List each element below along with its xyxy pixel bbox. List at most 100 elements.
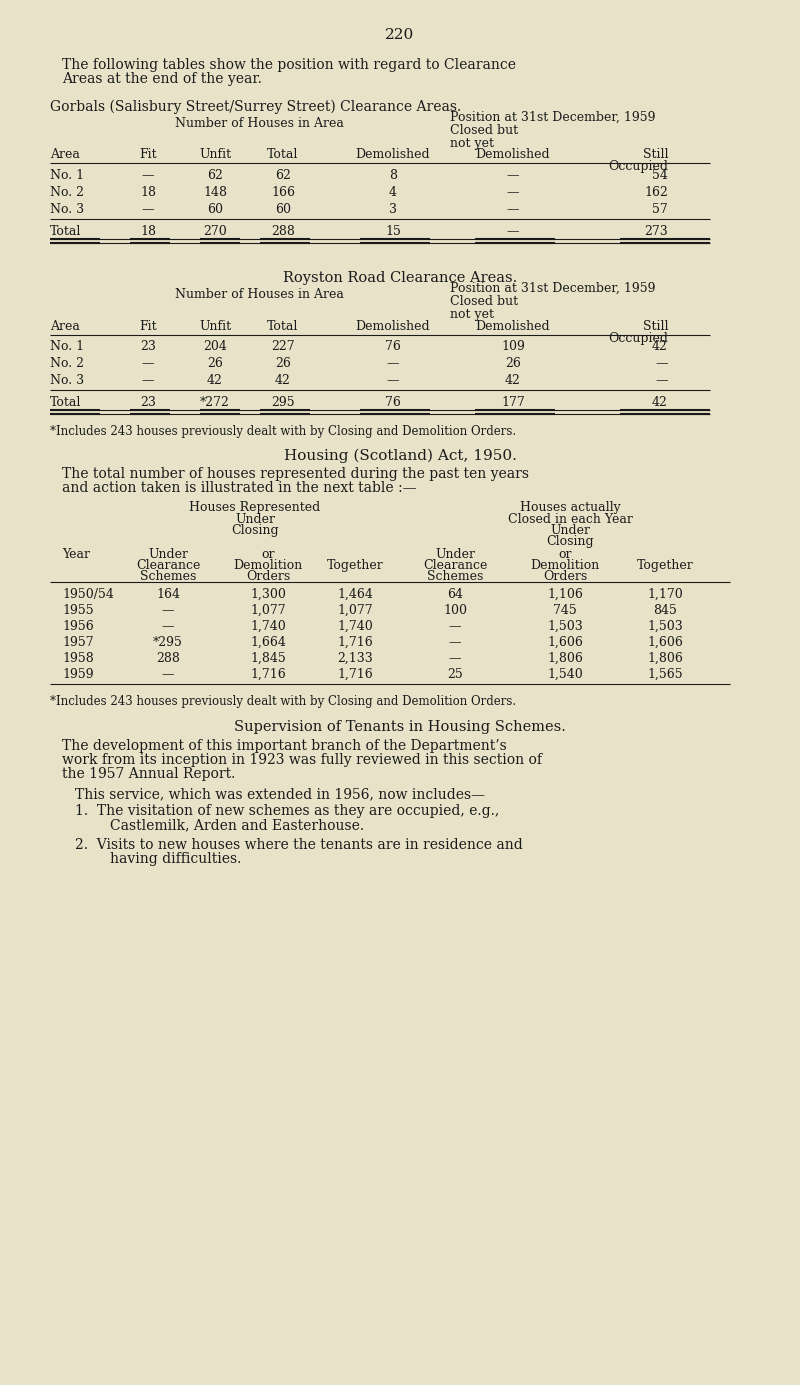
- Text: 1,106: 1,106: [547, 589, 583, 601]
- Text: 1950/54: 1950/54: [62, 589, 114, 601]
- Text: 1.  The visitation of new schemes as they are occupied, e.g.,: 1. The visitation of new schemes as they…: [75, 805, 499, 819]
- Text: 2,133: 2,133: [337, 652, 373, 665]
- Text: 18: 18: [140, 224, 156, 238]
- Text: 100: 100: [443, 604, 467, 616]
- Text: 1,806: 1,806: [547, 652, 583, 665]
- Text: 1,077: 1,077: [337, 604, 373, 616]
- Text: 23: 23: [140, 339, 156, 353]
- Text: and action taken is illustrated in the next table :—: and action taken is illustrated in the n…: [62, 481, 417, 494]
- Text: —: —: [655, 374, 668, 386]
- Text: 1,606: 1,606: [547, 636, 583, 650]
- Text: The following tables show the position with regard to Clearance: The following tables show the position w…: [62, 58, 516, 72]
- Text: Castlemilk, Arden and Easterhouse.: Castlemilk, Arden and Easterhouse.: [75, 819, 364, 832]
- Text: Demolished: Demolished: [356, 320, 430, 332]
- Text: 1,565: 1,565: [647, 668, 683, 681]
- Text: 15: 15: [385, 224, 401, 238]
- Text: Houses Represented: Houses Represented: [190, 501, 321, 514]
- Text: 1958: 1958: [62, 652, 94, 665]
- Text: 4: 4: [389, 186, 397, 199]
- Text: 42: 42: [652, 396, 668, 409]
- Text: Number of Houses in Area: Number of Houses in Area: [175, 116, 344, 130]
- Text: Area: Area: [50, 148, 80, 161]
- Text: No. 2: No. 2: [50, 357, 84, 370]
- Text: 23: 23: [140, 396, 156, 409]
- Text: Orders: Orders: [246, 571, 290, 583]
- Text: 162: 162: [644, 186, 668, 199]
- Text: Under: Under: [435, 548, 475, 561]
- Text: 1955: 1955: [62, 604, 94, 616]
- Text: Under: Under: [235, 512, 275, 526]
- Text: Clearance: Clearance: [136, 560, 200, 572]
- Text: 76: 76: [385, 396, 401, 409]
- Text: The development of this important branch of the Department’s: The development of this important branch…: [62, 740, 506, 753]
- Text: 57: 57: [652, 204, 668, 216]
- Text: 42: 42: [505, 374, 521, 386]
- Text: 8: 8: [389, 169, 397, 181]
- Text: 1,716: 1,716: [337, 668, 373, 681]
- Text: Demolition: Demolition: [234, 560, 302, 572]
- Text: 227: 227: [271, 339, 295, 353]
- Text: —: —: [142, 357, 154, 370]
- Text: Royston Road Clearance Areas.: Royston Road Clearance Areas.: [283, 271, 517, 285]
- Text: 42: 42: [275, 374, 291, 386]
- Text: Closing: Closing: [546, 535, 594, 548]
- Text: 62: 62: [207, 169, 223, 181]
- Text: 1,716: 1,716: [337, 636, 373, 650]
- Text: Orders: Orders: [543, 571, 587, 583]
- Text: 1,606: 1,606: [647, 636, 683, 650]
- Text: 745: 745: [553, 604, 577, 616]
- Text: 42: 42: [207, 374, 223, 386]
- Text: 1,740: 1,740: [250, 620, 286, 633]
- Text: Total: Total: [267, 148, 298, 161]
- Text: 1959: 1959: [62, 668, 94, 681]
- Text: 1,540: 1,540: [547, 668, 583, 681]
- Text: 1,740: 1,740: [337, 620, 373, 633]
- Text: —: —: [449, 652, 462, 665]
- Text: 220: 220: [386, 28, 414, 42]
- Text: —: —: [506, 186, 519, 199]
- Text: No. 1: No. 1: [50, 169, 84, 181]
- Text: Closed but: Closed but: [450, 295, 518, 307]
- Text: 1,464: 1,464: [337, 589, 373, 601]
- Text: —: —: [506, 169, 519, 181]
- Text: No. 3: No. 3: [50, 374, 84, 386]
- Text: No. 2: No. 2: [50, 186, 84, 199]
- Text: Together: Together: [637, 560, 694, 572]
- Text: having difficulties.: having difficulties.: [75, 852, 242, 866]
- Text: Position at 31st December, 1959: Position at 31st December, 1959: [450, 283, 655, 295]
- Text: —: —: [449, 636, 462, 650]
- Text: 1,300: 1,300: [250, 589, 286, 601]
- Text: —: —: [386, 374, 399, 386]
- Text: —: —: [142, 204, 154, 216]
- Text: Housing (Scotland) Act, 1950.: Housing (Scotland) Act, 1950.: [283, 449, 517, 464]
- Text: Year: Year: [62, 548, 90, 561]
- Text: 2.  Visits to new houses where the tenants are in residence and: 2. Visits to new houses where the tenant…: [75, 838, 522, 852]
- Text: the 1957 Annual Report.: the 1957 Annual Report.: [62, 767, 235, 781]
- Text: 270: 270: [203, 224, 227, 238]
- Text: No. 3: No. 3: [50, 204, 84, 216]
- Text: or: or: [558, 548, 572, 561]
- Text: *Includes 243 houses previously dealt with by Closing and Demolition Orders.: *Includes 243 houses previously dealt wi…: [50, 695, 516, 708]
- Text: Under: Under: [148, 548, 188, 561]
- Text: 1,077: 1,077: [250, 604, 286, 616]
- Text: 1,806: 1,806: [647, 652, 683, 665]
- Text: Occupied: Occupied: [608, 332, 668, 345]
- Text: Closed in each Year: Closed in each Year: [507, 512, 633, 526]
- Text: 54: 54: [652, 169, 668, 181]
- Text: —: —: [506, 204, 519, 216]
- Text: 288: 288: [271, 224, 295, 238]
- Text: *295: *295: [153, 636, 183, 650]
- Text: 1,845: 1,845: [250, 652, 286, 665]
- Text: *Includes 243 houses previously dealt with by Closing and Demolition Orders.: *Includes 243 houses previously dealt wi…: [50, 425, 516, 438]
- Text: Under: Under: [550, 524, 590, 537]
- Text: 18: 18: [140, 186, 156, 199]
- Text: Schemes: Schemes: [427, 571, 483, 583]
- Text: 3: 3: [389, 204, 397, 216]
- Text: —: —: [449, 620, 462, 633]
- Text: Gorbals (Salisbury Street/Surrey Street) Clearance Areas.: Gorbals (Salisbury Street/Surrey Street)…: [50, 100, 462, 115]
- Text: —: —: [655, 357, 668, 370]
- Text: Demolished: Demolished: [476, 148, 550, 161]
- Text: —: —: [162, 668, 174, 681]
- Text: Demolition: Demolition: [530, 560, 600, 572]
- Text: 109: 109: [501, 339, 525, 353]
